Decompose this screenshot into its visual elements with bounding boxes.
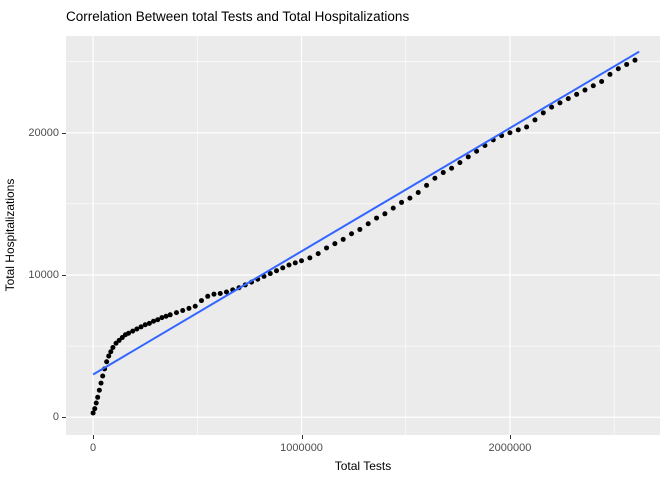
plot-panel (66, 36, 660, 435)
scatter-point (126, 330, 132, 336)
chart-title: Correlation Between total Tests and Tota… (66, 9, 410, 24)
scatter-point (549, 104, 555, 110)
scatter-point (374, 215, 380, 221)
scatter-point (415, 189, 421, 195)
scatter-point (524, 124, 530, 130)
scatter-point (315, 251, 321, 257)
scatter-point (280, 265, 286, 271)
x-tick-label: 2000000 (488, 442, 532, 454)
scatter-point (223, 289, 229, 295)
scatter-point (365, 221, 371, 227)
scatter-point (332, 241, 338, 247)
scatter-point (217, 290, 223, 296)
y-tick-label: 0 (52, 411, 59, 424)
scatter-point (110, 345, 116, 351)
x-axis-title: Total Tests (334, 459, 392, 473)
regression-line (92, 50, 640, 376)
scatter-point (90, 410, 96, 416)
scatter-point (138, 324, 144, 330)
scatter-point (267, 271, 273, 277)
scatter-point (180, 308, 186, 314)
scatter-point (130, 328, 136, 334)
scatter-point (599, 79, 605, 85)
plot-area-svg (66, 36, 660, 435)
scatter-point (357, 226, 363, 232)
scatter-point (274, 268, 280, 274)
scatter-point (607, 71, 613, 77)
x-tick-label: 0 (90, 442, 97, 454)
scatter-point (349, 231, 355, 237)
scatter-point (106, 353, 112, 359)
scatter-point (192, 303, 198, 309)
scatter-point (324, 245, 330, 251)
scatter-point (307, 255, 313, 261)
scatter-point (95, 394, 101, 400)
x-tick-mark (93, 435, 95, 439)
scatter-point (590, 83, 596, 89)
scatter-point (474, 148, 480, 154)
scatter-point (299, 258, 305, 264)
scatter-point (440, 170, 446, 176)
y-tick-mark (62, 132, 66, 134)
scatter-point (624, 61, 630, 67)
y-tick-mark (62, 274, 66, 276)
scatter-point (340, 236, 346, 242)
y-tick-mark (62, 417, 66, 419)
scatter-point (382, 211, 388, 217)
scatter-point (159, 315, 165, 321)
x-tick-label: 1000000 (280, 442, 323, 454)
scatter-point (532, 117, 538, 123)
x-tick-mark (509, 435, 511, 439)
x-tick-mark (301, 435, 303, 439)
scatter-point (515, 127, 521, 133)
scatter-point (407, 195, 413, 201)
scatter-point (155, 317, 161, 323)
scatter-point (292, 260, 298, 266)
scatter-point (565, 96, 571, 102)
scatter-point (557, 100, 563, 106)
scatter-point (286, 262, 292, 268)
scatter-point (134, 326, 140, 332)
y-axis-title: Total Hospitalizations (3, 178, 17, 292)
scatter-point (92, 406, 98, 412)
scatter-point (151, 318, 157, 324)
scatter-point (615, 66, 621, 72)
scatter-point (582, 87, 588, 93)
scatter-point (104, 359, 110, 365)
scatter-point (98, 380, 104, 386)
y-tick-label: 20000 (28, 126, 59, 139)
scatter-point (108, 349, 114, 355)
scatter-point (390, 205, 396, 211)
scatter-point (96, 387, 102, 393)
scatter-point (632, 57, 638, 63)
scatter-point (465, 154, 471, 160)
scatter-point (173, 310, 179, 316)
scatter-point (100, 373, 106, 379)
scatter-point (93, 400, 99, 406)
scatter-point (186, 305, 192, 311)
scatter-point (167, 312, 173, 318)
scatter-point (424, 182, 430, 188)
scatter-point (432, 175, 438, 181)
scatter-point (507, 130, 513, 136)
scatter-point (211, 291, 217, 297)
scatter-point (198, 298, 204, 304)
scatter-point (163, 313, 169, 319)
scatter-point (142, 322, 148, 328)
scatter-point (457, 160, 463, 166)
scatter-point (540, 110, 546, 116)
y-tick-label: 10000 (28, 268, 59, 281)
scatter-point (574, 91, 580, 97)
scatter-point (205, 293, 211, 299)
scatter-point (146, 320, 152, 326)
scatter-point (449, 165, 455, 171)
scatter-point (399, 199, 405, 205)
